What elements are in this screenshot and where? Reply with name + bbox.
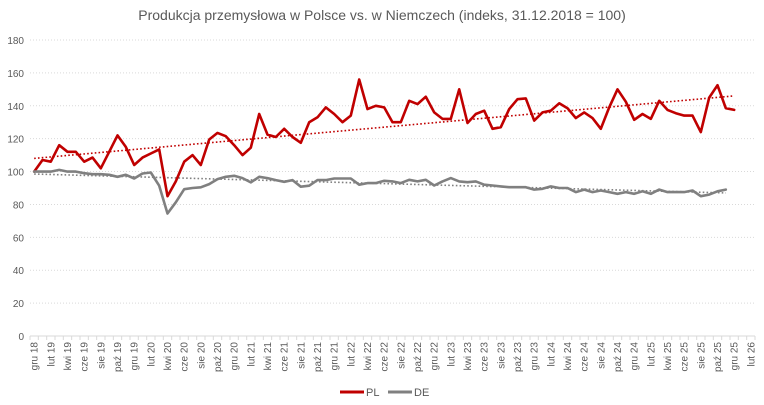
legend: PL DE	[340, 387, 429, 399]
y-tick-label: 40	[13, 266, 25, 277]
x-tick-label: cze 23	[480, 342, 491, 372]
x-tick-label: paź 23	[513, 342, 524, 372]
y-tick-label: 120	[7, 135, 24, 146]
y-tick-label: 20	[13, 299, 25, 310]
x-tick-label: kwi 24	[563, 342, 574, 371]
y-tick-label: 0	[18, 332, 24, 343]
trendline-pl	[34, 95, 735, 160]
x-tick-label: kwi 19	[63, 342, 74, 371]
x-tick-label: kwi 22	[363, 342, 374, 371]
x-tick-label: kwi 20	[163, 342, 174, 371]
x-tick-label: paź 22	[413, 342, 424, 372]
trendline-de	[34, 173, 726, 194]
series-line-pl	[32, 78, 736, 198]
x-tick-label: sie 23	[496, 342, 507, 369]
trendlines	[34, 95, 735, 194]
chart-title: Produkcja przemysłowa w Polsce vs. w Nie…	[138, 7, 626, 23]
x-tick-label: lut 24	[546, 342, 557, 367]
x-tick-label: paź 24	[613, 342, 624, 372]
legend-label-de: DE	[414, 387, 429, 399]
x-tick-label: gru 22	[430, 342, 441, 371]
x-tick-label: gru 20	[230, 342, 241, 371]
x-tick-label: sie 22	[396, 342, 407, 369]
x-tick-label: gru 24	[630, 342, 641, 371]
y-tick-label: 60	[13, 233, 25, 244]
x-tick-label: gru 23	[530, 342, 541, 371]
x-tick-label: kwi 25	[663, 342, 674, 371]
y-tick-label: 100	[7, 168, 24, 179]
x-tick-label: paź 25	[713, 342, 724, 372]
gridlines	[30, 39, 755, 304]
legend-label-pl: PL	[366, 387, 379, 399]
x-tick-label: lut 26	[746, 342, 757, 367]
x-tick-label: sie 24	[596, 342, 607, 369]
x-tick-label: sie 20	[196, 342, 207, 369]
x-tick-label: lut 19	[46, 342, 57, 367]
x-tick-label: cze 19	[80, 342, 91, 372]
x-tick-label: paź 19	[113, 342, 124, 372]
x-tick-label: gru 19	[130, 342, 141, 371]
x-tick-label: lut 21	[246, 342, 257, 367]
x-tick-label: sie 21	[296, 342, 307, 369]
x-tick-label: lut 20	[146, 342, 157, 367]
y-tick-label: 80	[13, 200, 25, 211]
x-tick-label: paź 20	[213, 342, 224, 372]
x-tick-label: kwi 23	[463, 342, 474, 371]
x-tick-label: cze 25	[680, 342, 691, 372]
x-tick-label: gru 25	[730, 342, 741, 371]
x-tick-label: sie 25	[696, 342, 707, 369]
y-tick-label: 140	[7, 102, 24, 113]
x-axis: gru 18 lut 19 kwi 19 cze 19 sie 19 paź 19 gru …	[29, 335, 757, 372]
x-tick-label: cze 20	[180, 342, 191, 372]
x-tick-label: gru 21	[330, 342, 341, 371]
x-tick-label: cze 22	[380, 342, 391, 372]
x-tick-label: sie 19	[96, 342, 107, 369]
x-tick-label: kwi 21	[263, 342, 274, 371]
x-tick-label: lut 22	[346, 342, 357, 367]
series-lines	[32, 78, 736, 215]
series-line-de	[32, 168, 728, 215]
x-tick-label: cze 24	[580, 342, 591, 372]
y-axis: 0 20 40 60 80 100 120 140 160 180	[7, 36, 24, 343]
x-tick-label: lut 25	[646, 342, 657, 367]
x-tick-label: paź 21	[313, 342, 324, 372]
x-tick-label: lut 23	[446, 342, 457, 367]
x-tick-label: cze 21	[280, 342, 291, 372]
x-tick-label: gru 18	[30, 342, 41, 371]
y-tick-label: 180	[7, 36, 24, 47]
y-tick-label: 160	[7, 69, 24, 80]
